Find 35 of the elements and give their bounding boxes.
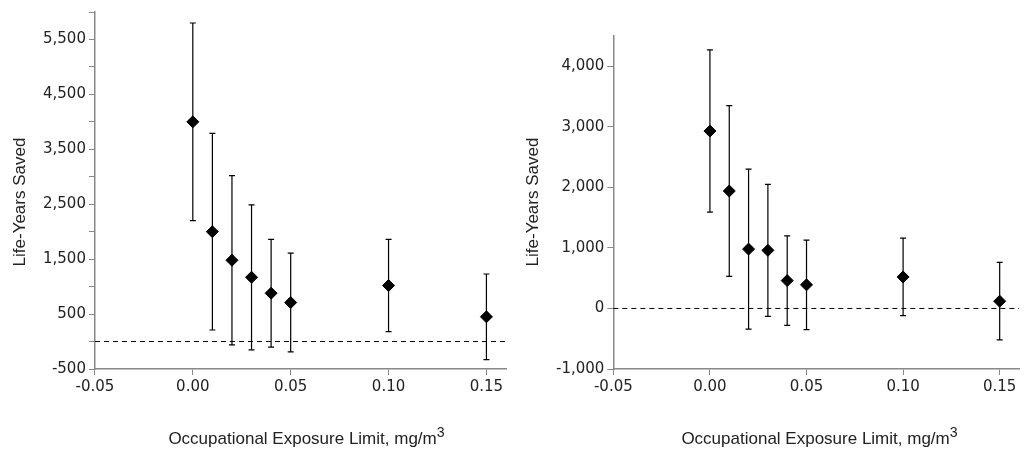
- y-tick-label: 5,500: [42, 29, 86, 48]
- point: [245, 270, 259, 284]
- point: [284, 296, 298, 310]
- x-axis-title: Occupational Exposure Limit, mg/m$^{3}$: [167, 424, 446, 449]
- x-axis-title: Occupational Exposure Limit, mg/m$^{3}$: [680, 424, 959, 449]
- x-tick-label: 0.05: [789, 376, 824, 395]
- y-tick-label: 4,000: [561, 56, 605, 75]
- y-tick-label: -1,000: [556, 358, 605, 377]
- x-tick-label: 0.10: [886, 376, 920, 395]
- y-tick-label: -500: [51, 358, 86, 377]
- y-tick-label: 4,500: [42, 84, 86, 103]
- x-tick-label: 0.05: [273, 376, 308, 395]
- x-tick-label: 0.00: [693, 376, 727, 395]
- x-tick-label: 0.10: [371, 376, 406, 395]
- point: [479, 310, 493, 324]
- y-tick-label: 3,000: [561, 116, 605, 135]
- point: [722, 184, 736, 198]
- point: [742, 242, 756, 256]
- y-axis-title: Life-Years Saved: [523, 137, 543, 267]
- y-tick-label: 3,500: [42, 139, 86, 158]
- y-axis-title: Life-Years Saved: [10, 137, 30, 267]
- x-tick-label: -0.05: [75, 376, 115, 395]
- y-tick-label: 2,500: [42, 194, 86, 213]
- y-tick-label: 2,000: [561, 177, 605, 196]
- x-tick-label: -0.05: [593, 376, 633, 395]
- y-tick-label: 1,500: [42, 249, 86, 268]
- y-tick-label: 1,000: [561, 237, 605, 256]
- y-tick-label: 500: [57, 303, 86, 322]
- y-tick-label: 0: [594, 298, 605, 317]
- point: [993, 294, 1007, 308]
- x-tick-label: 0.15: [982, 376, 1017, 395]
- x-tick-label: 0.00: [176, 376, 210, 395]
- point: [780, 274, 794, 288]
- point: [800, 278, 814, 292]
- x-tick-label: 0.15: [469, 376, 504, 395]
